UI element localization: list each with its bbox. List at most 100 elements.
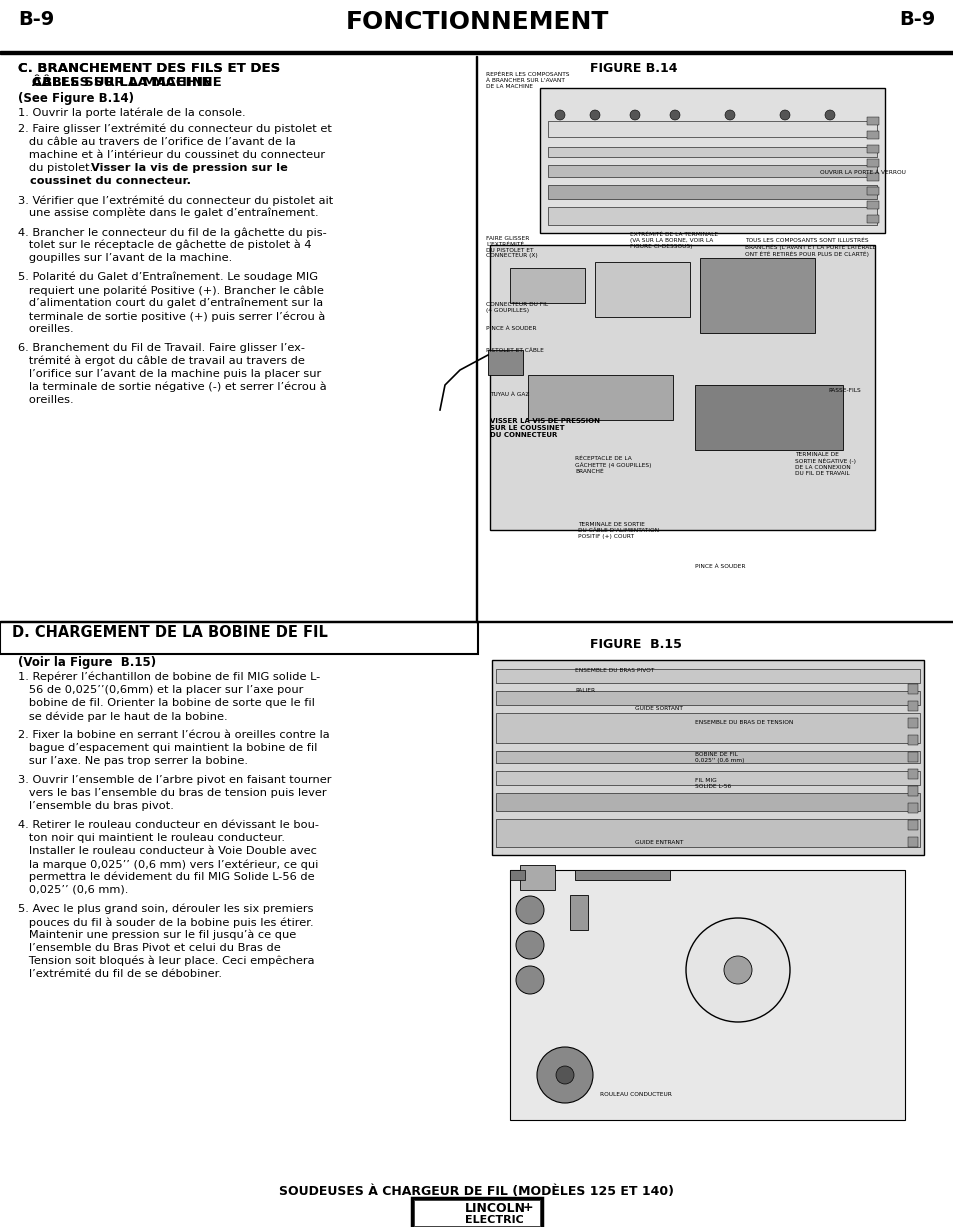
Text: 1. Repérer l’échantillon de bobine de fil MIG solide L-: 1. Repérer l’échantillon de bobine de fi… [18,672,320,682]
Text: D. CHARGEMENT DE LA BOBINE DE FIL: D. CHARGEMENT DE LA BOBINE DE FIL [12,625,328,640]
Circle shape [516,966,543,994]
Bar [866,201,878,209]
Bar [547,147,876,157]
Bar [490,245,874,530]
Text: C. BRANCHEMENT DES FILS ET DES: C. BRANCHEMENT DES FILS ET DES [18,63,280,75]
Bar [907,820,917,829]
Bar [866,131,878,139]
Bar [477,655,953,1145]
Text: 5. Avec le plus grand soin, dérouler les six premiers: 5. Avec le plus grand soin, dérouler les… [18,904,314,914]
Text: 3. Vérifier que l’extrémité du connecteur du pistolet ait: 3. Vérifier que l’extrémité du connecteu… [18,195,333,205]
Text: C. BRANCHEMENT DES FILS ET DES: C. BRANCHEMENT DES FILS ET DES [18,63,280,75]
Text: d’alimentation court du galet d’entraînement sur la: d’alimentation court du galet d’entraîne… [18,298,323,308]
Text: B-9: B-9 [899,10,935,29]
Circle shape [556,1066,574,1083]
Bar [496,818,919,847]
Circle shape [516,931,543,960]
Text: trémité à ergot du câble de travail au travers de: trémité à ergot du câble de travail au t… [18,356,305,367]
Bar [0,0,953,52]
Circle shape [589,110,599,120]
Text: tolet sur le réceptacle de gâchette de pistolet à 4: tolet sur le réceptacle de gâchette de p… [18,240,312,250]
Text: l’extrémité du fil de se débobiner.: l’extrémité du fil de se débobiner. [18,969,222,979]
Bar [907,837,917,847]
Text: Installer le rouleau conducteur à Voie Double avec: Installer le rouleau conducteur à Voie D… [18,845,316,856]
Bar [477,56,953,622]
Text: Tension soit bloqués à leur place. Ceci empêchera: Tension soit bloqués à leur place. Ceci … [18,956,314,967]
Bar [539,88,884,233]
Bar [907,735,917,745]
Bar [907,718,917,728]
Bar [866,160,878,167]
Circle shape [724,110,734,120]
Bar [547,185,876,199]
Text: OUVRIR LA PORTE À VERROU: OUVRIR LA PORTE À VERROU [820,171,905,175]
Circle shape [780,110,789,120]
Text: BOBINE DE FIL
0,025'' (0,6 mm): BOBINE DE FIL 0,025'' (0,6 mm) [695,752,743,763]
Text: requiert une polarité Positive (+). Brancher le câble: requiert une polarité Positive (+). Bran… [18,285,323,296]
Text: 4. Retirer le rouleau conducteur en dévissant le bou-: 4. Retirer le rouleau conducteur en dévi… [18,820,318,829]
Bar [907,752,917,762]
Text: ENSEMBLE DU BRAS DE TENSION: ENSEMBLE DU BRAS DE TENSION [695,720,793,725]
Text: du câble au travers de l’orifice de l’avant de la: du câble au travers de l’orifice de l’av… [18,137,295,147]
Bar [866,215,878,223]
Bar [866,187,878,195]
Text: ROULEAU CONDUCTEUR: ROULEAU CONDUCTEUR [599,1092,671,1097]
Text: PALIER: PALIER [575,688,595,693]
Text: (See Figure B.14): (See Figure B.14) [18,92,133,106]
Bar [510,870,524,880]
Text: 2. Fixer la bobine en serrant l’écrou à oreilles contre la: 2. Fixer la bobine en serrant l’écrou à … [18,730,330,740]
Text: ÂBLES SUR LA MACHINE: ÂBLES SUR LA MACHINE [18,76,212,90]
Text: sur l’axe. Ne pas trop serrer la bobine.: sur l’axe. Ne pas trop serrer la bobine. [18,756,248,766]
Text: la terminale de sortie négative (-) et serrer l’écrou à: la terminale de sortie négative (-) et s… [18,382,326,393]
Text: FAIRE GLISSER
L'EXTRÉMITÉ
DU PISTOLET ET
CONNECTEUR (X): FAIRE GLISSER L'EXTRÉMITÉ DU PISTOLET ET… [485,236,537,259]
Bar [412,1198,541,1227]
Text: B-9: B-9 [18,10,54,29]
Text: TUYAU À GAZ: TUYAU À GAZ [490,391,529,398]
Text: machine et à l’intérieur du coussinet du connecteur: machine et à l’intérieur du coussinet du… [18,150,325,160]
Bar [527,375,672,420]
Bar [569,894,587,930]
Bar [496,669,919,683]
Bar [547,164,876,177]
Bar [0,621,953,622]
Bar [519,865,555,890]
Text: +: + [522,1201,533,1214]
Text: 2. Faire glisser l’extrémité du connecteur du pistolet et: 2. Faire glisser l’extrémité du connecte… [18,124,332,135]
Bar [496,713,919,744]
Text: se dévide par le haut de la bobine.: se dévide par le haut de la bobine. [18,710,228,721]
Bar [575,870,669,880]
Bar [476,56,477,622]
Circle shape [824,110,834,120]
Bar [414,1200,539,1226]
Text: PINCE À SOUDER: PINCE À SOUDER [485,326,536,331]
Text: Visser la vis de pression sur le: Visser la vis de pression sur le [91,163,288,173]
Bar [488,350,522,375]
Text: TERMINALE DE
SORTIE NÉGATIVE (-)
DE LA CONNEXION
DU FIL DE TRAVAIL: TERMINALE DE SORTIE NÉGATIVE (-) DE LA C… [794,452,855,476]
Text: FONCTIONNEMENT: FONCTIONNEMENT [345,10,608,34]
Circle shape [723,956,751,984]
Text: GUIDE SORTANT: GUIDE SORTANT [635,706,682,710]
Text: bobine de fil. Orienter la bobine de sorte que le fil: bobine de fil. Orienter la bobine de sor… [18,698,314,708]
Text: CONNECTEUR DU FIL
(4 GOUPILLES): CONNECTEUR DU FIL (4 GOUPILLES) [485,302,548,313]
Text: 3. Ouvrir l’ensemble de l’arbre pivot en faisant tourner: 3. Ouvrir l’ensemble de l’arbre pivot en… [18,775,331,785]
Bar [492,660,923,855]
Bar [907,701,917,710]
Text: oreilles.: oreilles. [18,395,73,405]
Text: FIGURE B.14: FIGURE B.14 [589,63,677,75]
Bar [595,263,689,317]
Bar [496,691,919,706]
Text: oreilles.: oreilles. [18,324,73,334]
Text: FIGURE  B.15: FIGURE B.15 [589,638,681,652]
Text: du pistolet.: du pistolet. [18,163,97,173]
Text: FIL MIG
SOLIDE L-56: FIL MIG SOLIDE L-56 [695,778,730,789]
Text: ENSEMBLE DU BRAS PIVOT: ENSEMBLE DU BRAS PIVOT [575,667,654,672]
Bar [695,385,842,450]
Text: l’ensemble du bras pivot.: l’ensemble du bras pivot. [18,801,173,811]
Text: TOUS LES COMPOSANTS SONT ILLUSTRÉS
BRANCHÉS (L'AVANT ET LA PORTE LATÉRALE
ONT ÉT: TOUS LES COMPOSANTS SONT ILLUSTRÉS BRANC… [744,238,876,258]
Bar [547,121,876,137]
Text: PINCE À SOUDER: PINCE À SOUDER [695,564,744,569]
Text: permettra le dévidement du fil MIG Solide L-56 de: permettra le dévidement du fil MIG Solid… [18,872,314,882]
Text: LINCOLN: LINCOLN [464,1202,525,1215]
Text: pouces du fil à souder de la bobine puis les étirer.: pouces du fil à souder de la bobine puis… [18,917,314,928]
Bar [907,787,917,796]
